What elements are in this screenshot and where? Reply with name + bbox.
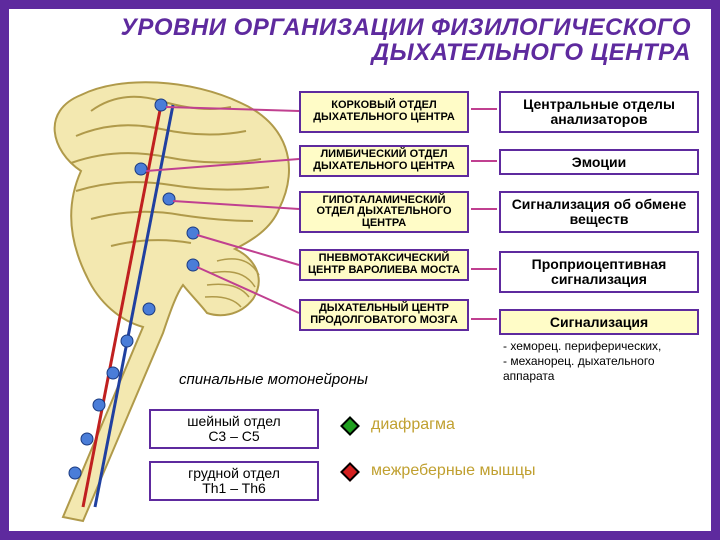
segment-cervical: шейный отделC3 – C5 — [149, 409, 319, 449]
segment-range: C3 – C5 — [153, 429, 315, 444]
diamond-green-icon — [340, 416, 360, 436]
right-label-emotions: Эмоции — [499, 149, 699, 175]
signaling-details: - хеморец. периферических, - механорец. … — [503, 339, 703, 384]
spinal-motoneurons-label: спинальные мотонейроны — [179, 371, 368, 388]
output-diaphragm: диафрагма — [371, 416, 571, 434]
brain-label-cortical: КОРКОВЫЙ ОТДЕЛ ДЫХАТЕЛЬНОГО ЦЕНТРА — [299, 91, 469, 133]
right-label-proprio: Проприоцептивная сигнализация — [499, 251, 699, 293]
segment-range: Th1 – Th6 — [153, 481, 315, 496]
brain-outline — [55, 82, 289, 521]
brain-node — [81, 433, 93, 445]
brain-node — [107, 367, 119, 379]
segment-name: грудной отдел — [153, 466, 315, 481]
brain-node — [155, 99, 167, 111]
signaling-line-1: - хеморец. периферических, — [503, 339, 703, 354]
signaling-head-box: Сигнализация — [499, 309, 699, 335]
signaling-line-2: - механорец. дыхательного — [503, 354, 703, 369]
brain-label-hypothal: ГИПОТАЛАМИЧЕСКИЙ ОТДЕЛ ДЫХАТЕЛЬНОГО ЦЕНТ… — [299, 191, 469, 233]
segment-name: шейный отдел — [153, 414, 315, 429]
brain-label-limbic: ЛИМБИЧЕСКИЙ ОТДЕЛ ДЫХАТЕЛЬНОГО ЦЕНТРА — [299, 145, 469, 177]
brain-label-medulla: ДЫХАТЕЛЬНЫЙ ЦЕНТР ПРОДОЛГОВАТОГО МОЗГА — [299, 299, 469, 331]
brain-node — [187, 259, 199, 271]
signaling-line-3: аппарата — [503, 369, 703, 384]
diamond-red-icon — [340, 462, 360, 482]
title-line-2: ДЫХАТЕЛЬНОГО ЦЕНТРА — [119, 40, 691, 65]
brain-node — [143, 303, 155, 315]
brain-node — [187, 227, 199, 239]
brain-node — [135, 163, 147, 175]
brain-node — [163, 193, 175, 205]
slide-frame: УРОВНИ ОРГАНИЗАЦИИ ФИЗИЛОГИЧЕСКОГО ДЫХАТ… — [6, 6, 714, 534]
brain-node — [69, 467, 81, 479]
right-label-metab: Сигнализация об обмене веществ — [499, 191, 699, 233]
right-label-analyzers: Центральные отделы анализаторов — [499, 91, 699, 133]
brain-node — [93, 399, 105, 411]
brain-node — [121, 335, 133, 347]
segment-thoracic: грудной отделTh1 – Th6 — [149, 461, 319, 501]
output-intercost: межреберные мышцы — [371, 462, 571, 480]
brain-label-pneumo: ПНЕВМОТАКСИЧЕСКИЙ ЦЕНТР ВАРОЛИЕВА МОСТА — [299, 249, 469, 281]
slide-title: УРОВНИ ОРГАНИЗАЦИИ ФИЗИЛОГИЧЕСКОГО ДЫХАТ… — [119, 15, 691, 65]
title-line-1: УРОВНИ ОРГАНИЗАЦИИ ФИЗИЛОГИЧЕСКОГО — [119, 15, 691, 40]
